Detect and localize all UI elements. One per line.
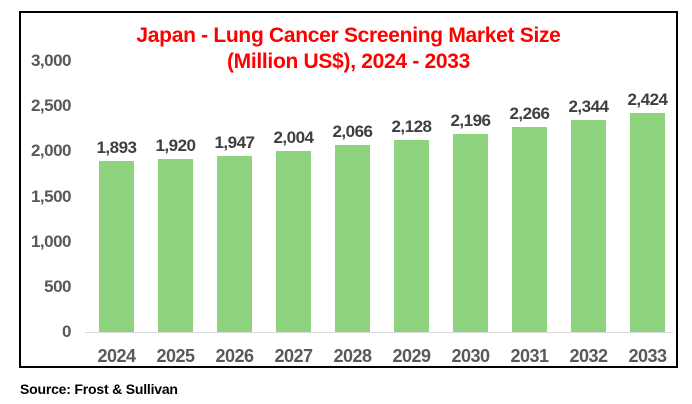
bar-2025 bbox=[158, 159, 193, 332]
bar-2031 bbox=[512, 127, 547, 332]
bar-2028 bbox=[335, 145, 370, 332]
x-tick-label-2028: 2028 bbox=[333, 346, 372, 366]
x-tick-label-2030: 2030 bbox=[451, 346, 490, 366]
bar-2032 bbox=[571, 120, 606, 332]
chart-title-line2: (Million US$), 2024 - 2033 bbox=[226, 50, 471, 73]
bar-2027 bbox=[276, 151, 311, 332]
chart-title: Japan - Lung Cancer Screening Market Siz… bbox=[21, 23, 676, 75]
bar-2026 bbox=[217, 156, 252, 332]
bar-value-label-2030: 2,196 bbox=[450, 111, 491, 130]
bar-value-label-2033: 2,424 bbox=[627, 90, 668, 109]
y-tick-label-500: 500 bbox=[44, 276, 71, 296]
x-tick-label-2032: 2032 bbox=[569, 346, 608, 366]
source-note: Source: Frost & Sullivan bbox=[20, 381, 178, 397]
bar-value-label-2024: 1,893 bbox=[96, 138, 137, 157]
bar-value-label-2031: 2,266 bbox=[509, 104, 550, 123]
x-tick-label-2029: 2029 bbox=[392, 346, 431, 366]
bar-value-label-2026: 1,947 bbox=[214, 133, 255, 152]
y-tick-label-1,500: 1,500 bbox=[30, 186, 72, 206]
y-tick-label-3,000: 3,000 bbox=[30, 51, 72, 70]
bar-2029 bbox=[394, 140, 429, 332]
bar-value-label-2029: 2,128 bbox=[391, 117, 432, 136]
bar-value-label-2025: 1,920 bbox=[155, 136, 196, 155]
bar-value-label-2027: 2,004 bbox=[273, 128, 314, 147]
bar-2033 bbox=[630, 113, 665, 332]
x-tick-label-2025: 2025 bbox=[156, 346, 195, 366]
x-tick-label-2026: 2026 bbox=[215, 346, 254, 366]
chart-title-line1: Japan - Lung Cancer Screening Market Siz… bbox=[136, 24, 561, 47]
chart-frame: Japan - Lung Cancer Screening Market Siz… bbox=[19, 11, 678, 368]
bar-value-label-2028: 2,066 bbox=[332, 122, 373, 141]
y-tick-label-1,000: 1,000 bbox=[30, 231, 72, 251]
x-tick-label-2033: 2033 bbox=[628, 346, 667, 366]
bar-2024 bbox=[99, 161, 134, 332]
bar-value-label-2032: 2,344 bbox=[568, 97, 609, 116]
x-tick-label-2027: 2027 bbox=[274, 346, 313, 366]
x-tick-label-2031: 2031 bbox=[510, 346, 549, 366]
bar-2030 bbox=[453, 134, 488, 332]
x-tick-label-2024: 2024 bbox=[97, 346, 136, 366]
y-tick-label-2,500: 2,500 bbox=[30, 96, 72, 116]
x-axis-line bbox=[85, 332, 673, 333]
y-tick-label-2,000: 2,000 bbox=[30, 141, 72, 161]
y-tick-label-0: 0 bbox=[62, 322, 71, 341]
